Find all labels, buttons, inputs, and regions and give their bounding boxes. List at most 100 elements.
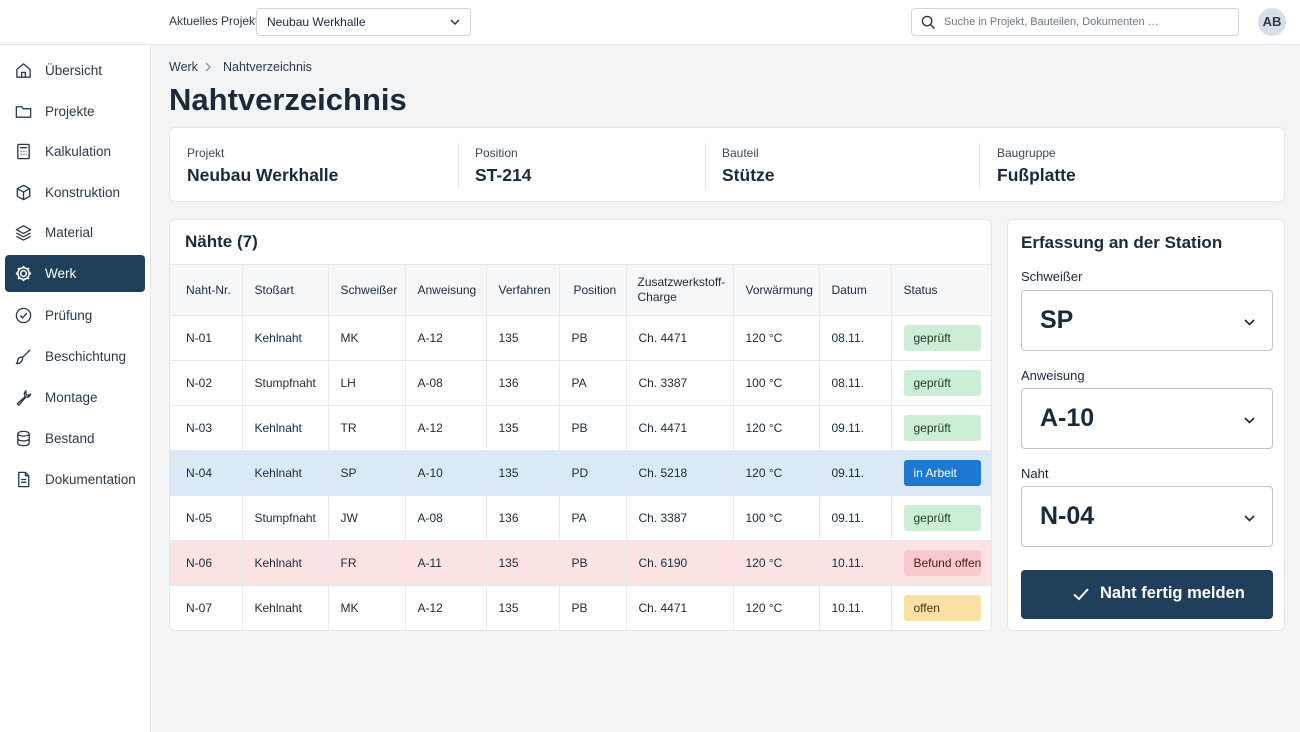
breadcrumb-parent[interactable]: Werk xyxy=(169,60,198,74)
schweisser-select[interactable]: SP xyxy=(1021,290,1273,351)
search-placeholder: Suche in Projekt, Bauteilen, Dokumenten … xyxy=(944,16,1159,28)
stossart-cell: Stumpfnaht xyxy=(242,360,329,406)
charge-cell: Ch. 4471 xyxy=(626,315,734,361)
schweisser-cell: FR xyxy=(328,540,406,586)
calculator-icon xyxy=(17,143,30,160)
table-row[interactable]: N-03 Kehlnaht TR A-12 135 PB Ch. 4471 120 °C 09.… xyxy=(170,405,991,451)
layers-icon xyxy=(15,225,32,241)
table-row[interactable]: N-06 Kehlnaht FR A-11 135 PB Ch. 6190 120 °C 10.… xyxy=(170,540,991,586)
sidebar-item-kalkulation[interactable]: Kalkulation xyxy=(5,133,145,170)
column-header[interactable]: Status xyxy=(891,264,991,316)
sidebar-item-projekte[interactable]: Projekte xyxy=(5,93,145,130)
status-cell: in Arbeit xyxy=(891,450,991,496)
anweisung-select[interactable]: A-10 xyxy=(1021,388,1273,449)
sidebar: Übersicht Projekte Kalkulation Konstrukt… xyxy=(0,45,151,732)
status-badge: offen xyxy=(903,595,981,621)
table-row[interactable]: N-04 Kehlnaht SP A-10 135 PD Ch. 5218 120 °C 09.… xyxy=(170,450,991,496)
document-icon xyxy=(18,471,30,488)
column-header[interactable]: Position xyxy=(559,264,627,316)
charge-cell: Ch. 4471 xyxy=(626,585,734,630)
sidebar-item-label: Material xyxy=(45,225,94,240)
sidebar-item-beschichtung[interactable]: Beschichtung xyxy=(5,338,145,375)
naht-nr-cell: N-03 xyxy=(170,405,243,451)
schweisser-cell: JW xyxy=(328,495,406,541)
column-header[interactable]: Naht-Nr. xyxy=(170,264,243,316)
stossart-cell: Kehlnaht xyxy=(242,315,329,361)
stossart-cell: Kehlnaht xyxy=(242,540,329,586)
sidebar-item-konstruktion[interactable]: Konstruktion xyxy=(5,174,145,211)
sidebar-item-werk[interactable]: Werk xyxy=(5,255,145,292)
avatar[interactable]: AB xyxy=(1258,8,1286,36)
status-badge: in Arbeit xyxy=(903,460,981,486)
naht-select[interactable]: N-04 xyxy=(1021,486,1273,547)
anweisung-value: A-10 xyxy=(1040,404,1095,432)
sidebar-item-label: Werk xyxy=(45,266,77,281)
datum-cell: 10.11. xyxy=(819,585,892,630)
project-select[interactable]: Neubau Werkhalle xyxy=(256,8,471,36)
sidebar-item-material[interactable]: Material xyxy=(5,214,145,251)
column-header[interactable]: Stoßart xyxy=(242,264,329,316)
chevron-down-icon xyxy=(1244,417,1255,424)
naht-nr-cell: N-04 xyxy=(170,450,243,496)
vorwaermung-cell: 120 °C xyxy=(733,315,820,361)
column-header[interactable]: Anweisung xyxy=(405,264,487,316)
info-label: Position xyxy=(475,146,518,160)
top-bar: Aktuelles Projekt Neubau Werkhalle Suche… xyxy=(0,0,1300,45)
sidebar-item-label: Übersicht xyxy=(45,63,103,78)
anweisung-cell: A-08 xyxy=(405,495,487,541)
table-row[interactable]: N-02 Stumpfnaht LH A-08 136 PA Ch. 3387 100 °C 0… xyxy=(170,360,991,406)
info-value: ST-214 xyxy=(475,165,532,185)
table-header-row: Naht-Nr. Stoßart Schweißer Anweisung Ver… xyxy=(170,264,991,316)
naht-label: Naht xyxy=(1021,466,1049,481)
sidebar-item-label: Bestand xyxy=(45,431,95,446)
folder-icon xyxy=(15,106,32,118)
gear-icon xyxy=(15,265,32,282)
anweisung-cell: A-08 xyxy=(405,360,487,406)
vorwaermung-cell: 120 °C xyxy=(733,450,820,496)
anweisung-cell: A-12 xyxy=(405,585,487,630)
datum-cell: 09.11. xyxy=(819,495,892,541)
status-cell: offen xyxy=(891,585,991,630)
naht-fertig-button[interactable]: Naht fertig melden xyxy=(1021,570,1273,619)
column-header[interactable]: Verfahren xyxy=(486,264,560,316)
sidebar-item-pruefung[interactable]: Prüfung xyxy=(5,297,145,334)
naht-nr-cell: N-07 xyxy=(170,585,243,630)
project-label: Aktuelles Projekt xyxy=(169,14,259,28)
charge-cell: Ch. 3387 xyxy=(626,495,734,541)
naht-nr-cell: N-05 xyxy=(170,495,243,541)
sidebar-item-label: Dokumentation xyxy=(45,472,136,487)
schweisser-cell: MK xyxy=(328,585,406,630)
sidebar-item-dokumentation[interactable]: Dokumentation xyxy=(5,461,145,498)
search-input[interactable]: Suche in Projekt, Bauteilen, Dokumenten … xyxy=(911,8,1239,36)
schweisser-cell: MK xyxy=(328,315,406,361)
status-cell: geprüft xyxy=(891,315,991,361)
search-icon xyxy=(921,15,936,30)
table-row[interactable]: N-05 Stumpfnaht JW A-08 136 PA Ch. 3387 100 °C 0… xyxy=(170,495,991,541)
table-row[interactable]: N-01 Kehlnaht MK A-12 135 PB Ch. 4471 120 °C 08.… xyxy=(170,315,991,361)
column-header[interactable]: Vorwärmung xyxy=(733,264,820,316)
seam-table-card: Nähte (7) Naht-Nr. Stoßart Schweißer Anw… xyxy=(169,219,992,631)
station-title: Erfassung an der Station xyxy=(1021,233,1223,252)
sidebar-item-montage[interactable]: Montage xyxy=(5,379,145,416)
column-header[interactable]: Schweißer xyxy=(328,264,406,316)
status-cell: geprüft xyxy=(891,360,991,406)
sidebar-item-bestand[interactable]: Bestand xyxy=(5,420,145,457)
schweisser-value: SP xyxy=(1040,306,1074,334)
info-value: Neubau Werkhalle xyxy=(187,165,339,185)
position-cell: PB xyxy=(559,315,627,361)
anweisung-cell: A-12 xyxy=(405,405,487,451)
schweisser-cell: LH xyxy=(328,360,406,406)
status-badge: geprüft xyxy=(903,325,981,351)
breadcrumb-current: Nahtverzeichnis xyxy=(223,60,312,74)
column-header[interactable]: Zusatzwerkstoff- Charge xyxy=(626,264,734,316)
sidebar-item-label: Prüfung xyxy=(45,308,93,323)
vorwaermung-cell: 100 °C xyxy=(733,495,820,541)
datum-cell: 08.11. xyxy=(819,315,892,361)
divider xyxy=(979,143,980,189)
column-header[interactable]: Datum xyxy=(819,264,892,316)
project-select-value: Neubau Werkhalle xyxy=(267,15,366,29)
charge-cell: Ch. 4471 xyxy=(626,405,734,451)
table-row[interactable]: N-07 Kehlnaht MK A-12 135 PB Ch. 4471 120 °C 10.… xyxy=(170,585,991,630)
schweisser-cell: TR xyxy=(328,405,406,451)
sidebar-item-uebersicht[interactable]: Übersicht xyxy=(5,52,145,89)
